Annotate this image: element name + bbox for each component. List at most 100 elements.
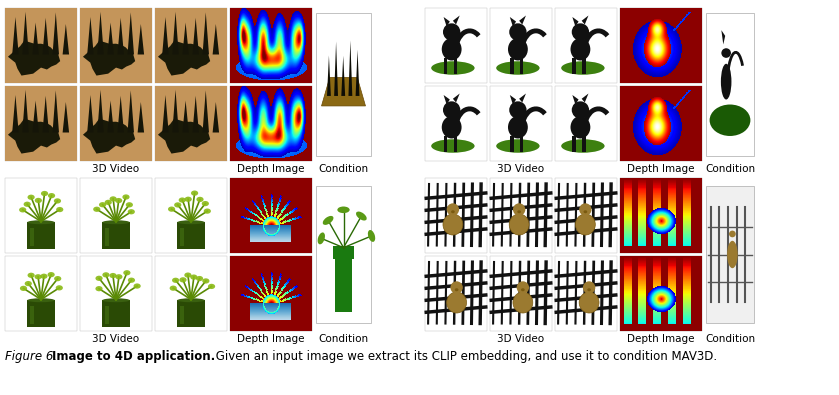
FancyBboxPatch shape (80, 8, 152, 83)
FancyBboxPatch shape (490, 8, 552, 83)
FancyBboxPatch shape (425, 256, 487, 331)
Ellipse shape (96, 286, 102, 291)
Polygon shape (341, 56, 345, 96)
Ellipse shape (28, 220, 55, 224)
Circle shape (722, 48, 731, 58)
FancyBboxPatch shape (333, 246, 354, 260)
Polygon shape (192, 18, 199, 55)
Ellipse shape (123, 270, 131, 275)
Polygon shape (453, 15, 460, 24)
FancyBboxPatch shape (519, 135, 524, 152)
FancyBboxPatch shape (230, 8, 312, 83)
Ellipse shape (337, 207, 350, 213)
FancyBboxPatch shape (316, 13, 371, 156)
Polygon shape (43, 18, 49, 55)
Ellipse shape (727, 241, 737, 268)
Ellipse shape (28, 195, 34, 200)
Polygon shape (53, 12, 59, 55)
Ellipse shape (24, 281, 32, 286)
Ellipse shape (19, 207, 26, 213)
Polygon shape (43, 96, 49, 132)
FancyBboxPatch shape (5, 8, 77, 83)
Ellipse shape (451, 210, 455, 213)
FancyBboxPatch shape (336, 246, 352, 312)
Ellipse shape (179, 198, 186, 203)
FancyBboxPatch shape (28, 300, 55, 327)
Text: Given an input image we extract its CLIP embedding, and use it to condition MAV3: Given an input image we extract its CLIP… (212, 350, 717, 363)
FancyBboxPatch shape (519, 58, 524, 74)
Polygon shape (172, 90, 179, 132)
FancyBboxPatch shape (177, 222, 205, 248)
Polygon shape (722, 30, 725, 45)
Ellipse shape (34, 274, 42, 279)
Ellipse shape (356, 212, 367, 220)
Ellipse shape (56, 207, 63, 212)
Polygon shape (581, 15, 588, 24)
Text: 3D Video: 3D Video (92, 164, 139, 174)
Ellipse shape (202, 278, 210, 284)
FancyBboxPatch shape (28, 222, 55, 248)
Polygon shape (63, 102, 69, 132)
FancyBboxPatch shape (30, 228, 34, 246)
FancyBboxPatch shape (5, 256, 77, 331)
FancyBboxPatch shape (454, 135, 457, 152)
Polygon shape (510, 95, 516, 105)
Ellipse shape (172, 278, 180, 283)
Text: Depth Image: Depth Image (237, 164, 305, 174)
Ellipse shape (196, 197, 204, 202)
Circle shape (579, 203, 591, 216)
Text: Condition: Condition (705, 164, 755, 174)
Ellipse shape (710, 105, 750, 136)
Polygon shape (348, 40, 352, 96)
Ellipse shape (576, 214, 596, 235)
Circle shape (509, 23, 527, 41)
FancyBboxPatch shape (490, 178, 552, 253)
Polygon shape (8, 41, 60, 75)
Ellipse shape (41, 191, 48, 196)
Polygon shape (510, 17, 516, 27)
Ellipse shape (102, 220, 130, 224)
Polygon shape (87, 17, 94, 55)
Ellipse shape (455, 288, 458, 291)
Polygon shape (138, 24, 144, 55)
Polygon shape (581, 94, 588, 102)
Polygon shape (172, 12, 179, 55)
Ellipse shape (180, 277, 186, 282)
Polygon shape (158, 41, 211, 75)
FancyBboxPatch shape (444, 58, 447, 74)
FancyBboxPatch shape (425, 178, 487, 253)
Ellipse shape (34, 198, 42, 203)
Circle shape (446, 203, 459, 216)
Polygon shape (33, 101, 39, 132)
Ellipse shape (185, 273, 191, 278)
Polygon shape (321, 77, 366, 106)
Ellipse shape (110, 196, 117, 201)
FancyBboxPatch shape (80, 178, 152, 253)
FancyBboxPatch shape (180, 305, 184, 324)
FancyBboxPatch shape (30, 305, 34, 324)
FancyBboxPatch shape (80, 8, 152, 83)
Circle shape (571, 23, 589, 41)
Polygon shape (444, 95, 450, 105)
Ellipse shape (721, 64, 732, 100)
FancyBboxPatch shape (706, 186, 754, 323)
Ellipse shape (318, 232, 325, 245)
Text: Depth Image: Depth Image (628, 164, 695, 174)
Circle shape (571, 102, 589, 118)
Ellipse shape (431, 61, 475, 75)
FancyBboxPatch shape (490, 86, 552, 161)
FancyBboxPatch shape (80, 86, 152, 161)
Polygon shape (128, 90, 134, 132)
Ellipse shape (571, 38, 591, 60)
Ellipse shape (28, 298, 55, 302)
FancyBboxPatch shape (510, 58, 513, 74)
Polygon shape (202, 12, 209, 55)
Polygon shape (519, 94, 526, 102)
Polygon shape (572, 95, 579, 105)
FancyBboxPatch shape (582, 135, 586, 152)
Polygon shape (53, 90, 59, 132)
Polygon shape (8, 118, 60, 154)
FancyBboxPatch shape (572, 58, 576, 74)
FancyBboxPatch shape (572, 135, 576, 152)
FancyBboxPatch shape (510, 135, 513, 152)
